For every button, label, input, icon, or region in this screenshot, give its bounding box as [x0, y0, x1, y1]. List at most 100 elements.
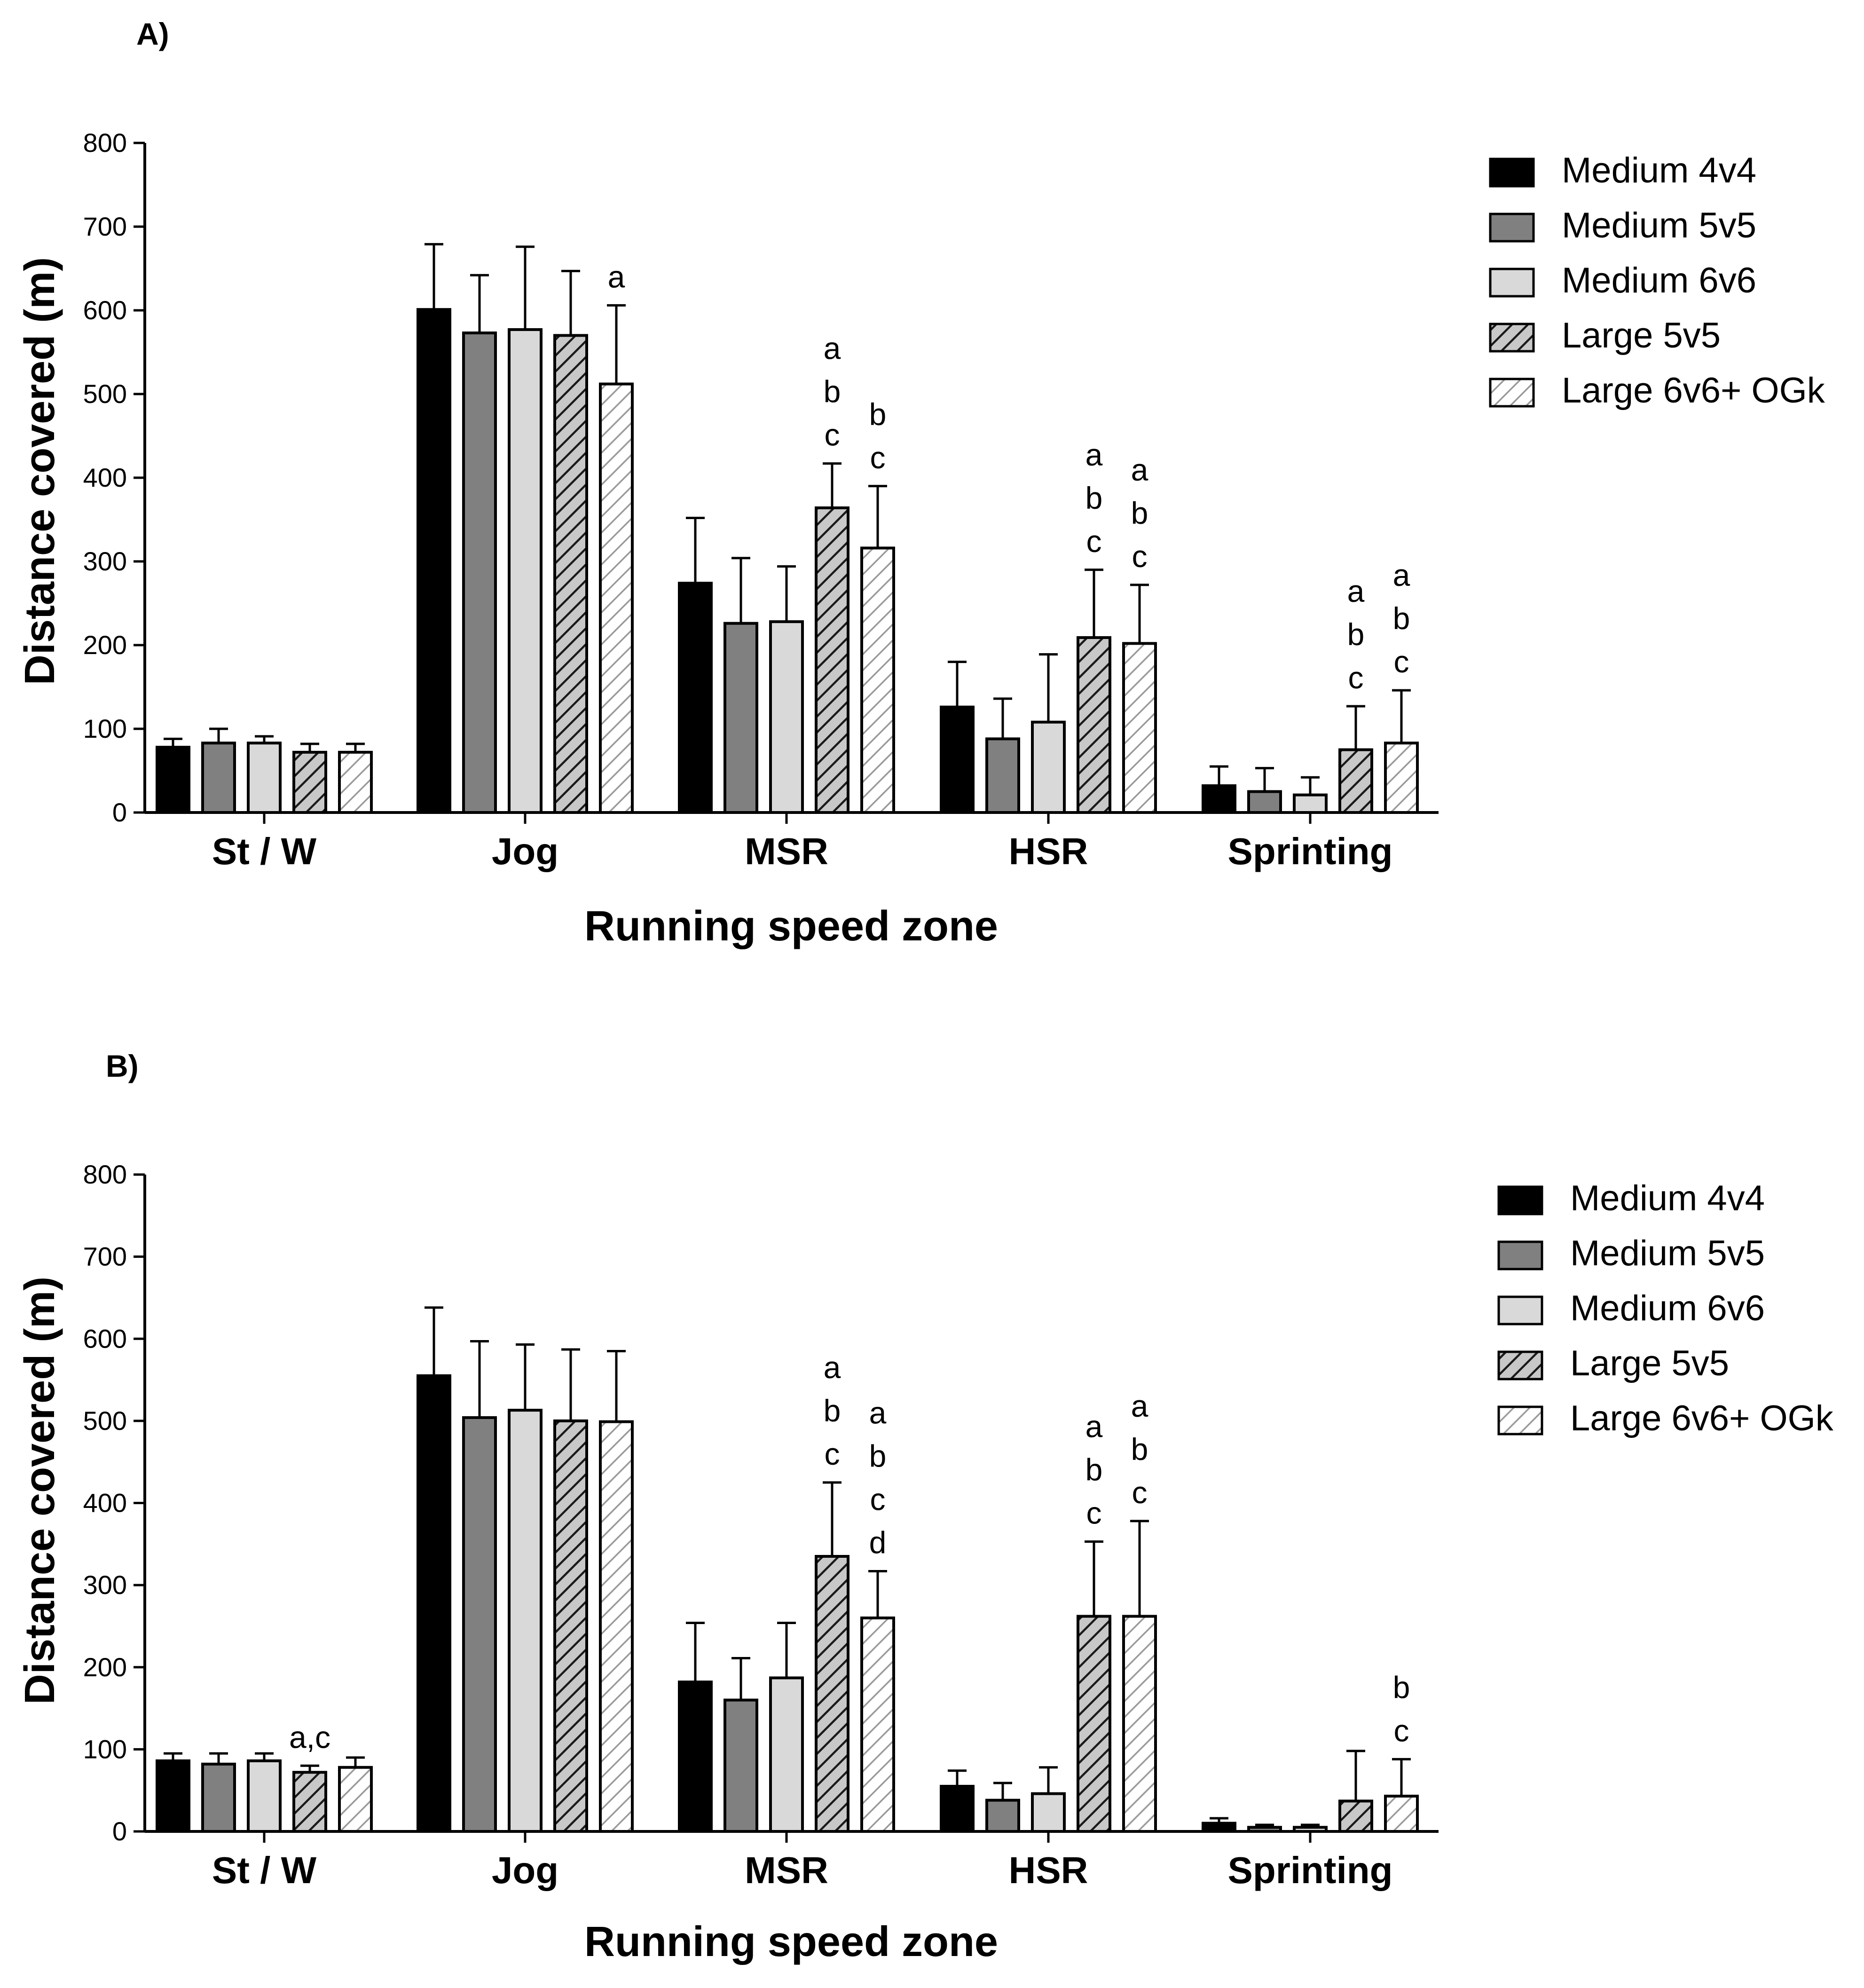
bar [508, 1409, 543, 1833]
legend-label: Medium 5v5 [1570, 1233, 1765, 1273]
y-tick-label: 200 [83, 1652, 127, 1682]
bar [417, 1374, 451, 1833]
panel-a: A) Distance covered (m) Running speed zo… [16, 16, 1825, 950]
plot-area: 0 100 200 300 400 500 600 700 800 St / W Jog MSR HSR… [83, 1160, 1439, 1891]
significance-letter: b [824, 374, 841, 409]
bar [1202, 1822, 1236, 1833]
significance-letter: a [1347, 574, 1365, 608]
bar [599, 382, 634, 814]
bar [678, 582, 713, 814]
legend-label: Large 5v5 [1570, 1343, 1729, 1383]
bar [247, 1759, 282, 1833]
x-tick-label: Sprinting [1227, 830, 1392, 872]
bar [985, 1799, 1020, 1833]
significance-letter: c [1132, 539, 1148, 574]
legend-swatch [1497, 1405, 1543, 1436]
legend: Medium 4v4 Medium 5v5 Medium 6v6 Large 5v5 L… [1497, 1178, 1834, 1438]
x-tick-label: Jog [492, 1849, 558, 1891]
legend-swatch [1489, 268, 1535, 298]
significance-letter: c [1086, 524, 1102, 559]
significance-letter: a,c [289, 1720, 330, 1754]
x-axis-label: Running speed zone [584, 1918, 998, 1965]
significance-letter: b [1131, 1432, 1148, 1467]
y-tick-label: 700 [83, 1242, 127, 1271]
bar [1384, 1794, 1419, 1833]
bar [860, 546, 895, 814]
panel-label: B) [106, 1049, 139, 1083]
significance-letter: a [1131, 452, 1148, 487]
significance-letter: a [869, 1395, 887, 1430]
bar [417, 308, 451, 814]
legend-label: Large 6v6+ OGk [1570, 1398, 1834, 1438]
x-tick-label: MSR [745, 1849, 828, 1891]
bar [678, 1680, 713, 1833]
y-tick-label: 800 [83, 1160, 127, 1189]
x-tick-label: St / W [212, 830, 317, 872]
legend-label: Large 6v6+ OGk [1562, 371, 1825, 410]
bar [599, 1420, 634, 1833]
x-tick-label: Sprinting [1227, 1849, 1392, 1891]
y-tick-label: 300 [83, 1570, 127, 1600]
bar [201, 742, 236, 814]
significance-letter: c [1394, 644, 1409, 679]
bar [769, 1676, 804, 1833]
y-tick-label: 200 [83, 630, 127, 660]
legend-label: Medium 4v4 [1562, 150, 1756, 190]
legend-swatch [1489, 378, 1535, 408]
y-tick-label: 400 [83, 463, 127, 492]
significance-letter: b [869, 1438, 887, 1473]
y-tick-label: 300 [83, 546, 127, 576]
bar [985, 737, 1020, 814]
significance-letter: d [869, 1525, 887, 1560]
legend-label: Medium 6v6 [1562, 260, 1756, 300]
significance-letter: a [824, 331, 841, 366]
bar [860, 1616, 895, 1833]
bar [1293, 793, 1328, 814]
bar [1384, 742, 1419, 814]
y-tick-label: 400 [83, 1488, 127, 1518]
bar [940, 1784, 975, 1833]
bar [769, 620, 804, 814]
bar [292, 750, 327, 814]
bar [462, 331, 497, 814]
significance-letter: c [1394, 1713, 1409, 1748]
significance-letter: c [870, 440, 886, 475]
bar [1293, 1826, 1328, 1833]
significance-letter: c [825, 418, 840, 452]
bar [156, 1759, 190, 1833]
y-tick-label: 800 [83, 128, 127, 158]
x-tick-label: Jog [492, 830, 558, 872]
y-tick-label: 500 [83, 379, 127, 409]
x-tick-label: HSR [1009, 830, 1088, 872]
bar [156, 746, 190, 814]
bar [1031, 720, 1066, 814]
x-tick-label: HSR [1009, 1849, 1088, 1891]
y-tick-label: 700 [83, 212, 127, 241]
y-axis-label: Distance covered (m) [16, 257, 63, 685]
legend-swatch [1489, 158, 1535, 188]
bar [1338, 748, 1373, 814]
legend-label: Medium 6v6 [1570, 1288, 1765, 1328]
plot-area: 0 100 200 300 400 500 600 700 800 St / W Jog MSR HSR… [83, 128, 1439, 872]
legend-swatch [1497, 1185, 1543, 1215]
y-tick-label: 500 [83, 1406, 127, 1436]
panel-label: A) [136, 16, 169, 51]
y-tick-label: 600 [83, 295, 127, 325]
significance-letter: a [608, 259, 625, 294]
bar [1247, 1826, 1282, 1833]
legend: Medium 4v4 Medium 5v5 Medium 6v6 Large 5v5 L… [1489, 150, 1825, 410]
bar [940, 705, 975, 814]
y-tick-label: 0 [112, 1816, 127, 1846]
bar [1122, 642, 1157, 814]
significance-letter: a [824, 1350, 841, 1385]
bar [338, 1766, 373, 1833]
y-tick-label: 600 [83, 1324, 127, 1353]
significance-letter: a [1085, 437, 1103, 472]
legend-swatch [1489, 213, 1535, 243]
significance-letter: b [1085, 481, 1103, 515]
legend-label: Medium 4v4 [1570, 1178, 1765, 1218]
bar [1077, 1615, 1111, 1833]
significance-letter: b [824, 1393, 841, 1428]
significance-letter: b [869, 397, 887, 432]
significance-letter: b [1393, 1670, 1410, 1704]
